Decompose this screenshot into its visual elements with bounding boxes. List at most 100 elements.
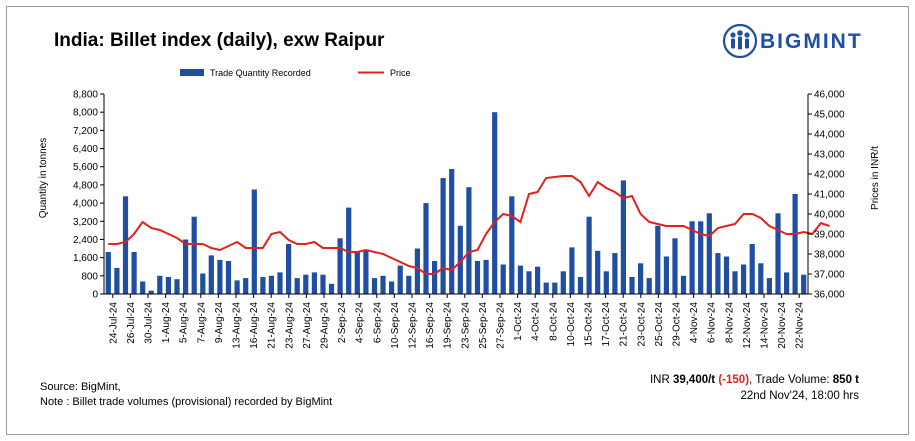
quantity-bar bbox=[303, 274, 309, 294]
y-right-tick-label: 41,000 bbox=[814, 190, 845, 201]
y-left-tick-label: 5,600 bbox=[73, 162, 98, 173]
y-axis-left-label: Quantity in tonnes bbox=[38, 138, 49, 219]
quantity-bar bbox=[414, 248, 420, 294]
footer-source: Source: BigMint, Note : Billet trade vol… bbox=[40, 380, 332, 410]
x-tick-label: 27-Sep-24 bbox=[496, 302, 507, 349]
x-tick-label: 5-Aug-24 bbox=[179, 302, 190, 344]
x-tick-label: 8-Oct-24 bbox=[548, 302, 559, 341]
quantity-bar bbox=[200, 273, 206, 294]
y-left-tick-label: 800 bbox=[81, 271, 98, 282]
quantity-bar bbox=[122, 196, 129, 294]
quantity-bar bbox=[191, 216, 197, 294]
quantity-bar bbox=[509, 196, 515, 294]
y-axis-right-label: Prices in INR/t bbox=[870, 146, 881, 210]
quantity-bar bbox=[268, 275, 274, 294]
x-tick-label: 7-Aug-24 bbox=[196, 302, 207, 344]
source-text: Source: BigMint, bbox=[40, 381, 121, 393]
y-right-tick-label: 36,000 bbox=[814, 290, 845, 301]
x-tick-label: 4-Nov-24 bbox=[689, 302, 700, 344]
quantity-bar bbox=[174, 279, 180, 294]
quantity-bar bbox=[371, 278, 378, 294]
quantity-bar bbox=[157, 275, 163, 294]
quantity-bar bbox=[105, 252, 111, 294]
x-tick-label: 29-Aug-24 bbox=[320, 302, 331, 349]
x-tick-label: 4-Sep-24 bbox=[355, 302, 366, 344]
quantity-bar bbox=[629, 277, 635, 294]
price-summary-line: INR 39,400/t (-150), Trade Volume: 850 t bbox=[650, 372, 859, 388]
chart-frame bbox=[6, 6, 909, 435]
x-tick-label: 8-Nov-24 bbox=[724, 302, 735, 344]
quantity-bar bbox=[337, 238, 343, 294]
quantity-bar bbox=[389, 281, 395, 294]
quantity-bar bbox=[732, 271, 738, 294]
quantity-bar bbox=[286, 244, 292, 294]
quantity-bar bbox=[346, 207, 352, 294]
quantity-bar bbox=[723, 256, 730, 294]
quantity-bar bbox=[466, 187, 472, 294]
quantity-bar bbox=[801, 274, 807, 294]
bigmint-logo: BIGMINT bbox=[722, 23, 892, 59]
x-tick-label: 23-Aug-24 bbox=[284, 302, 295, 349]
quantity-bar bbox=[260, 277, 266, 294]
quantity-bar bbox=[638, 263, 644, 294]
quantity-bar bbox=[432, 261, 438, 294]
legend-bar-swatch bbox=[180, 69, 204, 76]
quantity-bar bbox=[577, 277, 584, 294]
x-tick-label: 16-Sep-24 bbox=[425, 302, 436, 349]
quantity-bar bbox=[655, 225, 661, 294]
x-tick-label: 23-Sep-24 bbox=[460, 302, 471, 349]
x-tick-label: 19-Sep-24 bbox=[443, 302, 454, 349]
x-tick-label: 6-Nov-24 bbox=[707, 302, 718, 344]
x-tick-label: 20-Nov-24 bbox=[777, 302, 788, 349]
quantity-bar bbox=[766, 278, 772, 294]
quantity-bar bbox=[500, 264, 506, 294]
quantity-bar bbox=[406, 275, 412, 294]
quantity-bar bbox=[749, 244, 755, 294]
quantity-bar bbox=[131, 252, 137, 294]
y-left-tick-label: 0 bbox=[92, 290, 98, 301]
volume-value: 850 t bbox=[832, 374, 859, 386]
quantity-bar bbox=[243, 278, 249, 294]
volume-label: , Trade Volume: bbox=[749, 374, 833, 386]
legend-bar-label: Trade Quantity Recorded bbox=[210, 68, 311, 78]
price-series-line bbox=[108, 175, 830, 275]
x-tick-label: 29-Oct-24 bbox=[672, 302, 683, 347]
bigmint-people-icon bbox=[722, 23, 758, 59]
quantity-bar bbox=[311, 272, 317, 294]
y-left-tick-label: 6,400 bbox=[73, 144, 98, 155]
legend-line-label: Price bbox=[390, 68, 411, 78]
quantity-bar bbox=[165, 277, 171, 294]
y-right-tick-label: 44,000 bbox=[814, 130, 845, 141]
quantity-bar bbox=[354, 252, 360, 294]
x-tick-label: 6-Sep-24 bbox=[372, 302, 383, 344]
quantity-bar bbox=[517, 265, 523, 294]
quantity-bar bbox=[612, 253, 618, 294]
timestamp: 22nd Nov'24, 18:00 hrs bbox=[740, 390, 859, 402]
x-tick-label: 14-Nov-24 bbox=[760, 302, 771, 349]
x-tick-label: 16-Aug-24 bbox=[249, 302, 260, 349]
quantity-bar bbox=[526, 271, 532, 294]
quantity-bar bbox=[552, 282, 558, 294]
y-left-tick-label: 8,800 bbox=[73, 90, 98, 101]
quantity-bar bbox=[543, 282, 549, 294]
quantity-bar bbox=[680, 275, 687, 294]
quantity-bar bbox=[294, 278, 300, 294]
y-right-tick-label: 45,000 bbox=[814, 110, 845, 121]
quantity-bar bbox=[251, 189, 257, 294]
quantity-bar bbox=[234, 280, 240, 294]
y-right-tick-label: 46,000 bbox=[814, 90, 845, 101]
quantity-bar bbox=[689, 221, 695, 294]
quantity-bar bbox=[140, 281, 146, 294]
quantity-bar bbox=[114, 267, 120, 294]
x-tick-label: 24-Jul-24 bbox=[108, 302, 119, 344]
y-right-tick-label: 37,000 bbox=[814, 270, 845, 281]
quantity-bar bbox=[741, 264, 747, 294]
quantity-bar bbox=[535, 266, 541, 294]
y-left-tick-label: 7,200 bbox=[73, 126, 98, 137]
x-tick-label: 15-Oct-24 bbox=[584, 302, 595, 347]
quantity-bar bbox=[586, 216, 592, 294]
note-text: Note : Billet trade volumes (provisional… bbox=[40, 396, 333, 408]
x-tick-label: 30-Jul-24 bbox=[144, 302, 155, 344]
quantity-bar bbox=[328, 283, 335, 294]
